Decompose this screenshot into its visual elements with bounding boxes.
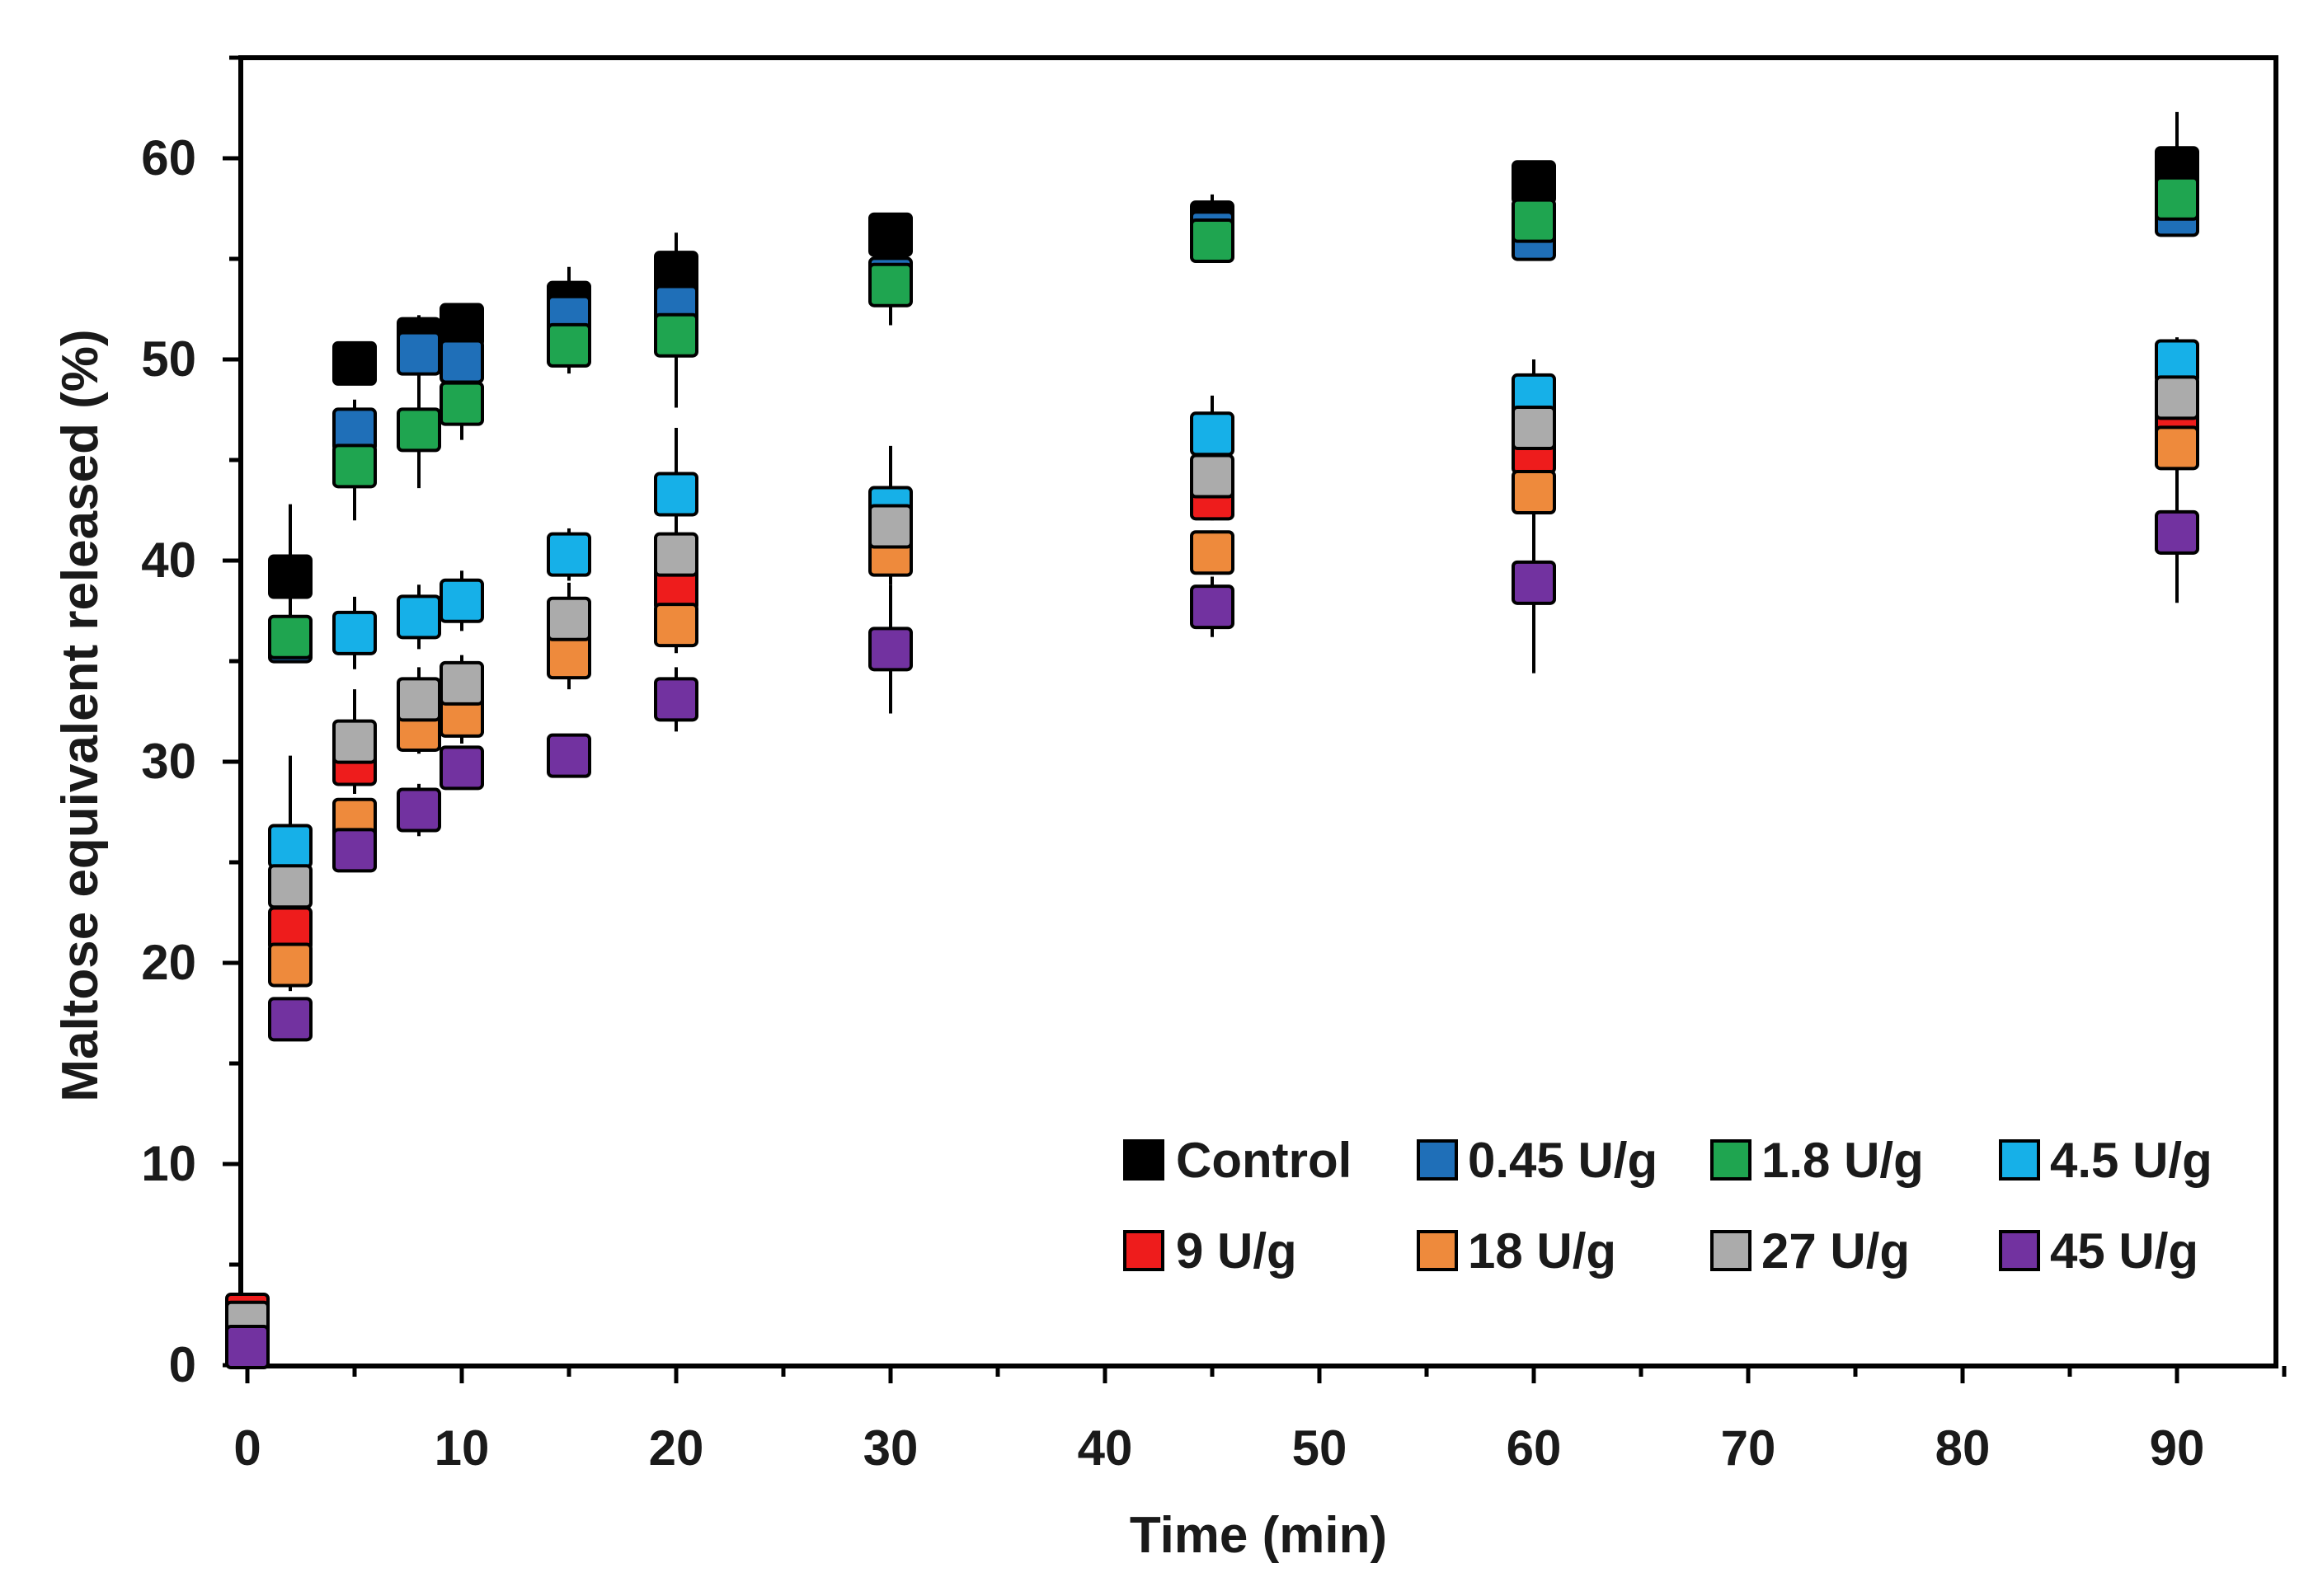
y-tick-label: 10	[141, 1136, 196, 1191]
data-point-series-7	[397, 787, 441, 833]
data-point-series-5	[1512, 470, 1556, 515]
data-point-series-1	[397, 331, 441, 376]
legend-swatch-0-45	[1417, 1139, 1458, 1181]
legend-label-45: 45 U/g	[2050, 1223, 2198, 1279]
x-tick-label: 80	[1935, 1420, 1991, 1476]
legend-swatch-45	[1999, 1230, 2040, 1271]
legend-label-1-8: 1.8 U/g	[1761, 1133, 1924, 1188]
data-point-series-7	[547, 733, 591, 778]
legend-swatch-18	[1417, 1230, 1458, 1271]
legend-label-4-5: 4.5 U/g	[2050, 1133, 2212, 1188]
legend-swatch-27	[1710, 1230, 1751, 1271]
x-tick-label: 10	[435, 1420, 490, 1476]
data-point-series-3	[397, 594, 441, 640]
data-point-series-2	[268, 614, 313, 660]
data-point-series-7	[440, 745, 484, 791]
data-point-series-2	[397, 407, 441, 453]
y-tick-label: 0	[169, 1337, 196, 1392]
legend-label-9: 9 U/g	[1176, 1223, 1297, 1279]
data-point-series-5	[547, 635, 591, 680]
y-tick-label: 30	[141, 734, 196, 789]
legend-swatch-1-8	[1710, 1139, 1751, 1181]
legend-label-control: Control	[1176, 1133, 1352, 1188]
x-axis-ticks	[245, 1366, 2287, 1383]
legend-swatch-4-5	[1999, 1139, 2040, 1181]
legend-label-18: 18 U/g	[1468, 1223, 1616, 1279]
data-point-series-7	[654, 677, 698, 722]
data-point-series-7	[1512, 560, 1556, 605]
data-point-series-1	[440, 339, 484, 384]
data-point-series-5	[2155, 425, 2199, 471]
data-point-series-2	[654, 312, 698, 358]
data-point-series-6	[868, 504, 913, 549]
y-axis-title: Maltose equivalent released (%)	[52, 329, 109, 1101]
x-tick-label: 0	[233, 1420, 261, 1476]
data-point-series-7	[332, 828, 377, 873]
legend-swatch-control	[1123, 1139, 1164, 1181]
data-point-series-6	[1190, 453, 1234, 499]
data-point-series-3	[268, 824, 313, 869]
y-tick-label: 60	[141, 130, 196, 185]
y-tick-label: 20	[141, 935, 196, 990]
data-point-series-0	[868, 212, 913, 257]
y-tick-labels: 0 10 20 30 40 50 60	[141, 130, 196, 1392]
data-point-series-2	[1190, 218, 1234, 264]
legend-label-27: 27 U/g	[1761, 1223, 1910, 1279]
y-tick-label: 40	[141, 533, 196, 588]
data-point-series-2	[332, 444, 377, 489]
data-point-series-2	[547, 322, 591, 368]
data-point-series-5	[268, 942, 313, 988]
legend-swatch-9	[1123, 1230, 1164, 1271]
x-axis-title: Time (min)	[1130, 1507, 1387, 1564]
data-point-series-3	[440, 578, 484, 623]
data-point-series-6	[440, 660, 484, 706]
data-point-series-7	[268, 997, 313, 1042]
data-point-series-2	[868, 262, 913, 307]
data-point-series-2	[1512, 198, 1556, 243]
data-point-series-3	[654, 472, 698, 517]
data-markers	[225, 146, 2199, 1370]
data-point-series-6	[268, 864, 313, 909]
plot-frame	[238, 55, 2278, 1368]
data-point-series-3	[547, 532, 591, 577]
data-point-series-2	[2155, 176, 2199, 221]
x-tick-label: 40	[1078, 1420, 1133, 1476]
y-tick-label: 50	[141, 331, 196, 387]
data-point-series-5	[654, 603, 698, 648]
data-point-series-7	[225, 1325, 270, 1370]
data-point-series-0	[332, 340, 377, 386]
data-point-series-7	[1190, 584, 1234, 630]
x-tick-label: 60	[1507, 1420, 1562, 1476]
data-point-series-5	[1190, 530, 1234, 575]
x-tick-label: 70	[1721, 1420, 1776, 1476]
x-tick-label: 90	[2150, 1420, 2205, 1476]
data-point-series-6	[2155, 375, 2199, 420]
data-point-series-0	[268, 554, 313, 599]
x-tick-label: 30	[863, 1420, 919, 1476]
data-point-series-6	[1512, 405, 1556, 450]
legend-label-0-45: 0.45 U/g	[1468, 1133, 1657, 1188]
data-point-series-2	[440, 381, 484, 426]
data-point-series-7	[868, 627, 913, 672]
data-point-series-7	[2155, 509, 2199, 555]
x-tick-label: 50	[1292, 1420, 1347, 1476]
x-tick-labels: 0 10 20 30 40 50 60 70 80 90	[233, 1420, 2204, 1476]
data-point-series-3	[1190, 411, 1234, 457]
data-point-series-3	[332, 610, 377, 655]
x-tick-label: 20	[649, 1420, 704, 1476]
data-point-series-6	[547, 596, 591, 641]
data-point-series-6	[397, 677, 441, 722]
legend: Control 0.45 U/g 1.8 U/g 4.5 U/g 9 U/g 1…	[1123, 1133, 2212, 1279]
data-point-series-6	[332, 719, 377, 764]
data-point-series-6	[654, 532, 698, 577]
data-point-series-0	[1512, 160, 1556, 205]
